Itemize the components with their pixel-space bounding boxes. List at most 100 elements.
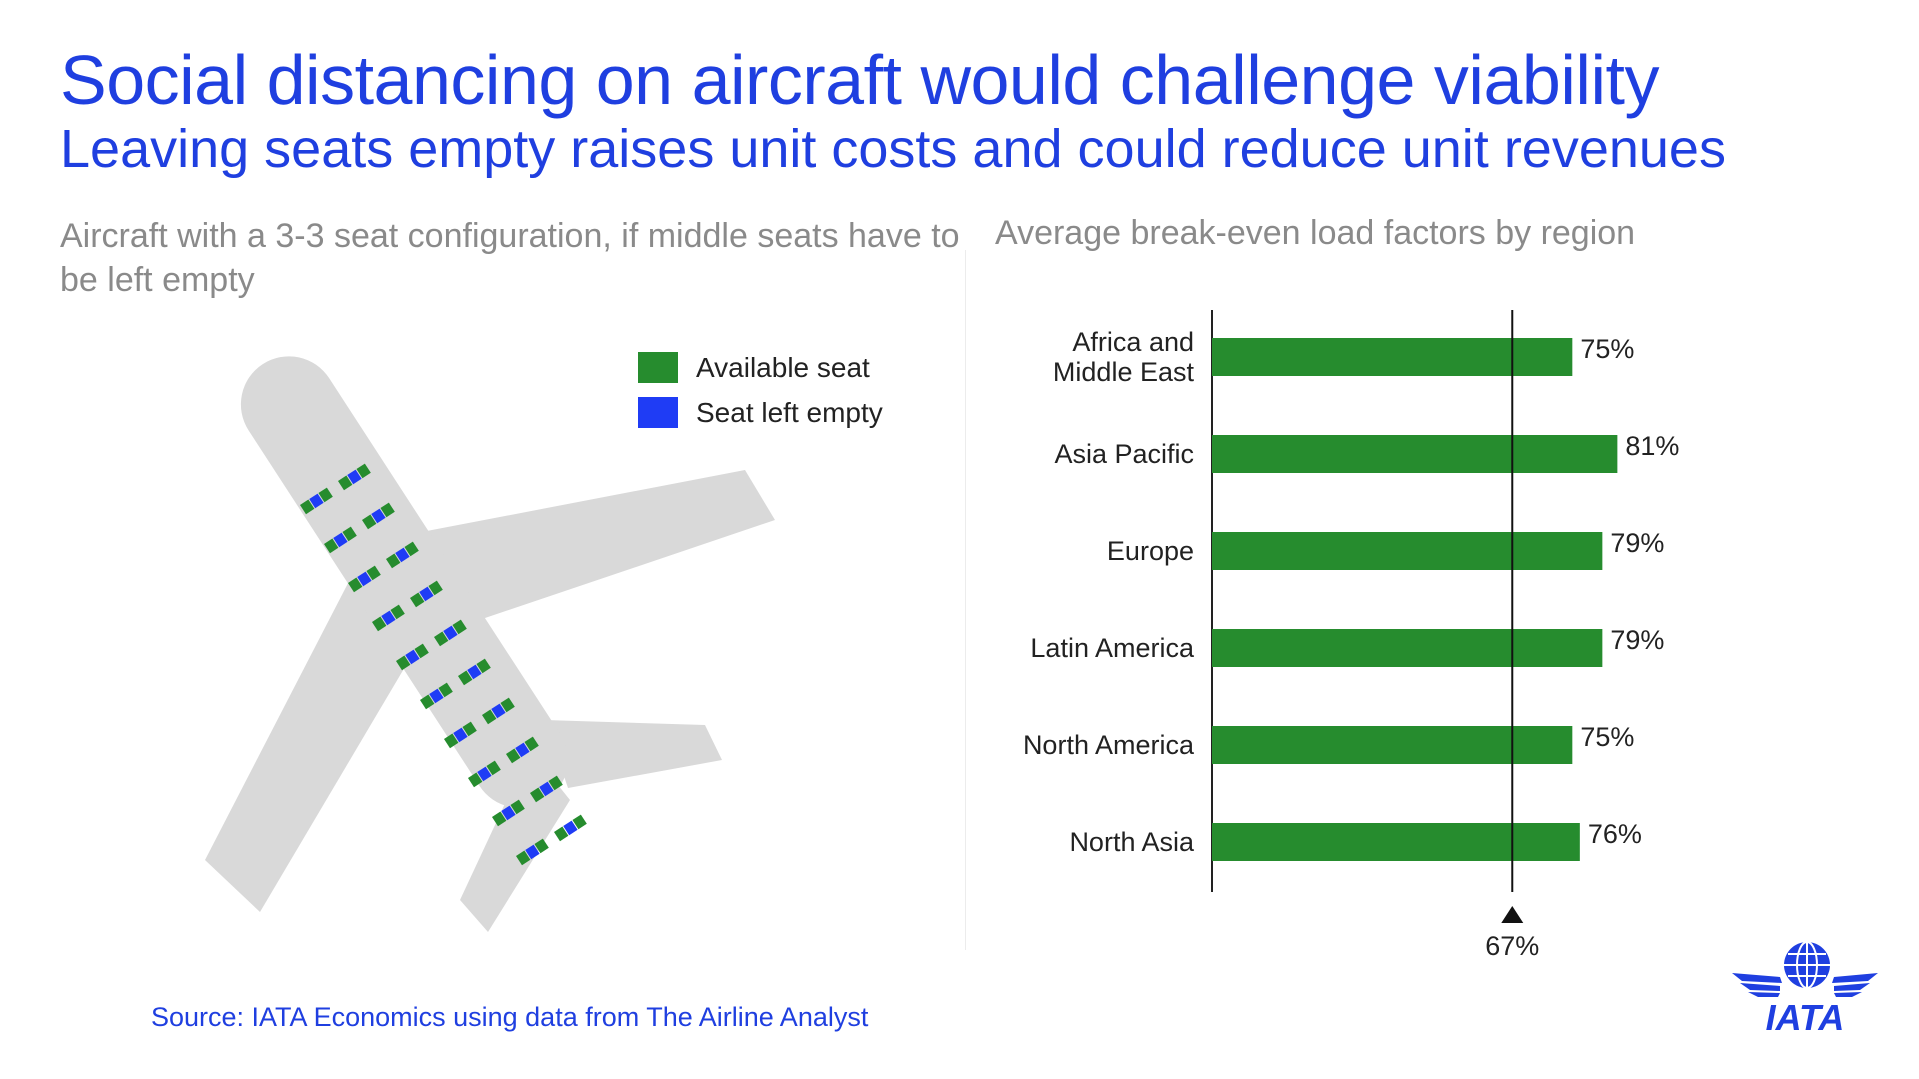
break-even-bar-chart: Africa and Middle East 75% Asia Pacific 81% E…: [1023, 310, 1679, 961]
legend-label-available: Available seat: [696, 351, 870, 383]
empty-seat: [515, 742, 530, 758]
seat-group: [482, 697, 515, 725]
empty-seat: [429, 688, 444, 704]
available-seat: [420, 694, 435, 710]
seat-group: [300, 487, 333, 515]
seat-group: [420, 682, 453, 710]
available-seat: [452, 619, 467, 635]
right-stabilizer: [545, 720, 722, 788]
seat-group: [530, 775, 563, 803]
available-seat: [482, 709, 497, 725]
available-seat: [372, 616, 387, 632]
seat-group: [348, 565, 381, 593]
seat-group: [386, 541, 419, 569]
bar: [1212, 435, 1618, 473]
available-seat: [434, 631, 449, 647]
seat-group: [410, 580, 443, 608]
iata-logo: IATA: [1730, 935, 1880, 1040]
available-seat: [554, 826, 569, 842]
empty-seat: [333, 532, 348, 548]
bar: [1212, 823, 1580, 861]
empty-seat: [371, 508, 386, 524]
available-seat: [534, 838, 549, 854]
available-seat: [510, 799, 525, 815]
available-seat: [380, 502, 395, 518]
empty-seat: [357, 571, 372, 587]
chart-heading: Average break-even load factors by regio…: [995, 214, 1636, 252]
category-label: Europe: [1107, 536, 1194, 566]
available-seat: [476, 658, 491, 674]
globe-icon: [1784, 941, 1830, 989]
available-seat: [342, 526, 357, 542]
empty-seat: [467, 664, 482, 680]
empty-seat-swatch: [638, 397, 678, 428]
available-seat: [300, 499, 315, 515]
available-seat: [366, 565, 381, 581]
seat-group: [338, 463, 371, 491]
empty-seat: [491, 703, 506, 719]
available-seat: [348, 577, 363, 593]
empty-seat: [309, 493, 324, 509]
available-seat: [506, 748, 521, 764]
available-seat: [414, 643, 429, 659]
seat-group: [554, 814, 587, 842]
category-label: Asia Pacific: [1054, 439, 1194, 469]
seat-group: [362, 502, 395, 530]
available-seat: [462, 721, 477, 737]
available-seat: [362, 514, 377, 530]
fuselage: [240, 356, 568, 808]
page-subtitle: Leaving seats empty raises unit costs an…: [60, 119, 1726, 179]
seat-group: [458, 658, 491, 686]
reference-marker-icon: [1501, 906, 1524, 923]
airplane-icon: [205, 356, 775, 932]
bar: [1212, 726, 1573, 764]
empty-seat: [443, 625, 458, 641]
available-seat: [428, 580, 443, 596]
available-seat: [404, 541, 419, 557]
category-label: North America: [1023, 730, 1195, 760]
empty-seat: [381, 610, 396, 626]
available-seat: [356, 463, 371, 479]
empty-seat: [477, 766, 492, 782]
left-wing: [205, 560, 415, 912]
available-seat: [444, 733, 459, 749]
empty-seat: [525, 844, 540, 860]
bar: [1212, 338, 1573, 376]
empty-seat: [539, 781, 554, 797]
category-label: Latin America: [1030, 633, 1195, 663]
seat-group: [434, 619, 467, 647]
available-seat: [318, 487, 333, 503]
empty-seat: [419, 586, 434, 602]
available-seat: [548, 775, 563, 791]
available-seat: [492, 811, 507, 827]
value-label: 75%: [1580, 722, 1634, 752]
right-wing: [380, 470, 775, 640]
legend-label-empty: Seat left empty: [696, 396, 883, 428]
available-seat: [386, 553, 401, 569]
seat-group: [468, 760, 501, 788]
seat-group: [324, 526, 357, 554]
seat-group: [492, 799, 525, 827]
empty-seat: [405, 649, 420, 665]
value-label: 79%: [1610, 528, 1664, 558]
available-seat: [572, 814, 587, 830]
page-title: Social distancing on aircraft would chal…: [60, 41, 1659, 119]
value-label: 81%: [1625, 431, 1679, 461]
value-label: 79%: [1610, 625, 1664, 655]
source-note: Source: IATA Economics using data from T…: [151, 1002, 869, 1032]
empty-seat: [395, 547, 410, 563]
available-seat: [500, 697, 515, 713]
seat-group: [396, 643, 429, 671]
value-label: 75%: [1580, 334, 1634, 364]
available-seat: [396, 655, 411, 671]
empty-seat: [501, 805, 516, 821]
available-seat: [516, 850, 531, 866]
available-seat: [468, 772, 483, 788]
available-seat-swatch: [638, 352, 678, 383]
logo-wordmark: IATA: [1766, 997, 1845, 1035]
seat-group: [444, 721, 477, 749]
empty-seat: [453, 727, 468, 743]
available-seat: [324, 538, 339, 554]
seat-group: [516, 838, 549, 866]
available-seat: [524, 736, 539, 752]
